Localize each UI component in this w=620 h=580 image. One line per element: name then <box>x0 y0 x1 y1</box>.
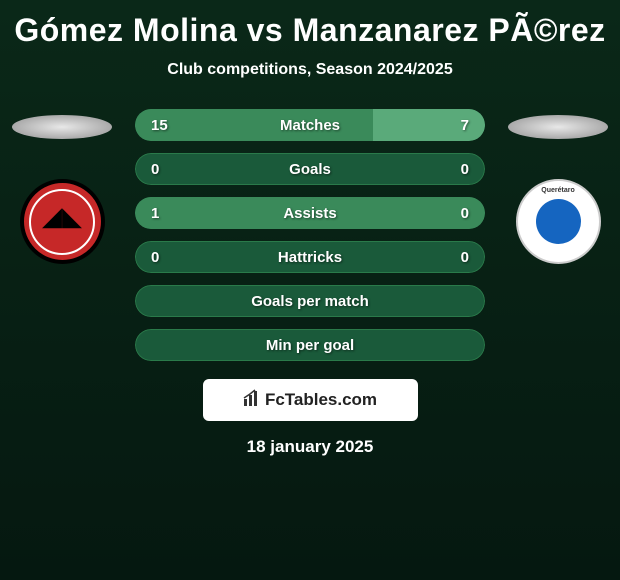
stat-value-right: 7 <box>461 117 469 134</box>
attribution-badge: FcTables.com <box>203 379 418 421</box>
stat-row: 0 Goals 0 <box>135 153 485 185</box>
stat-label: Goals <box>289 161 331 178</box>
stats-column: 15 Matches 7 0 Goals 0 1 Assists 0 0 Hattricks 0 Goa… <box>135 109 485 361</box>
stat-value-left: 0 <box>151 161 159 178</box>
stat-row: Goals per match <box>135 285 485 317</box>
chart-icon <box>243 389 261 412</box>
stat-value-right: 0 <box>461 161 469 178</box>
stat-value-left: 0 <box>151 249 159 266</box>
club-badge-left-icon: ◢◣ <box>42 201 82 232</box>
stat-value-left: 1 <box>151 205 159 222</box>
club-badge-right-label: Querétaro <box>541 187 574 194</box>
left-column: ◢◣ <box>7 109 117 264</box>
club-badge-right: Querétaro <box>516 179 601 264</box>
stat-value-left: 15 <box>151 117 168 134</box>
right-column: Querétaro <box>503 109 613 264</box>
stat-value-right: 0 <box>461 205 469 222</box>
attribution-text: FcTables.com <box>265 390 377 410</box>
stat-label: Matches <box>280 117 340 134</box>
subtitle: Club competitions, Season 2024/2025 <box>0 61 620 79</box>
player-shadow-right <box>508 115 608 139</box>
page-title: Gómez Molina vs Manzanarez PÃ©rez <box>0 0 620 49</box>
player-shadow-left <box>12 115 112 139</box>
stat-label: Min per goal <box>266 337 354 354</box>
club-badge-right-inner <box>536 199 581 244</box>
stat-value-right: 0 <box>461 249 469 266</box>
content-area: ◢◣ 15Matches70Goals01Assists00Hattricks0… <box>0 109 620 361</box>
stat-row: 15 Matches 7 <box>135 109 485 141</box>
stat-label: Goals per match <box>251 293 369 310</box>
stat-label: Hattricks <box>278 249 342 266</box>
stat-row: 0 Hattricks 0 <box>135 241 485 273</box>
stat-row: Min per goal <box>135 329 485 361</box>
club-badge-left: ◢◣ <box>20 179 105 264</box>
stat-row: 1 Assists 0 <box>135 197 485 229</box>
date-text: 18 january 2025 <box>0 437 620 457</box>
stat-label: Assists <box>283 205 336 222</box>
